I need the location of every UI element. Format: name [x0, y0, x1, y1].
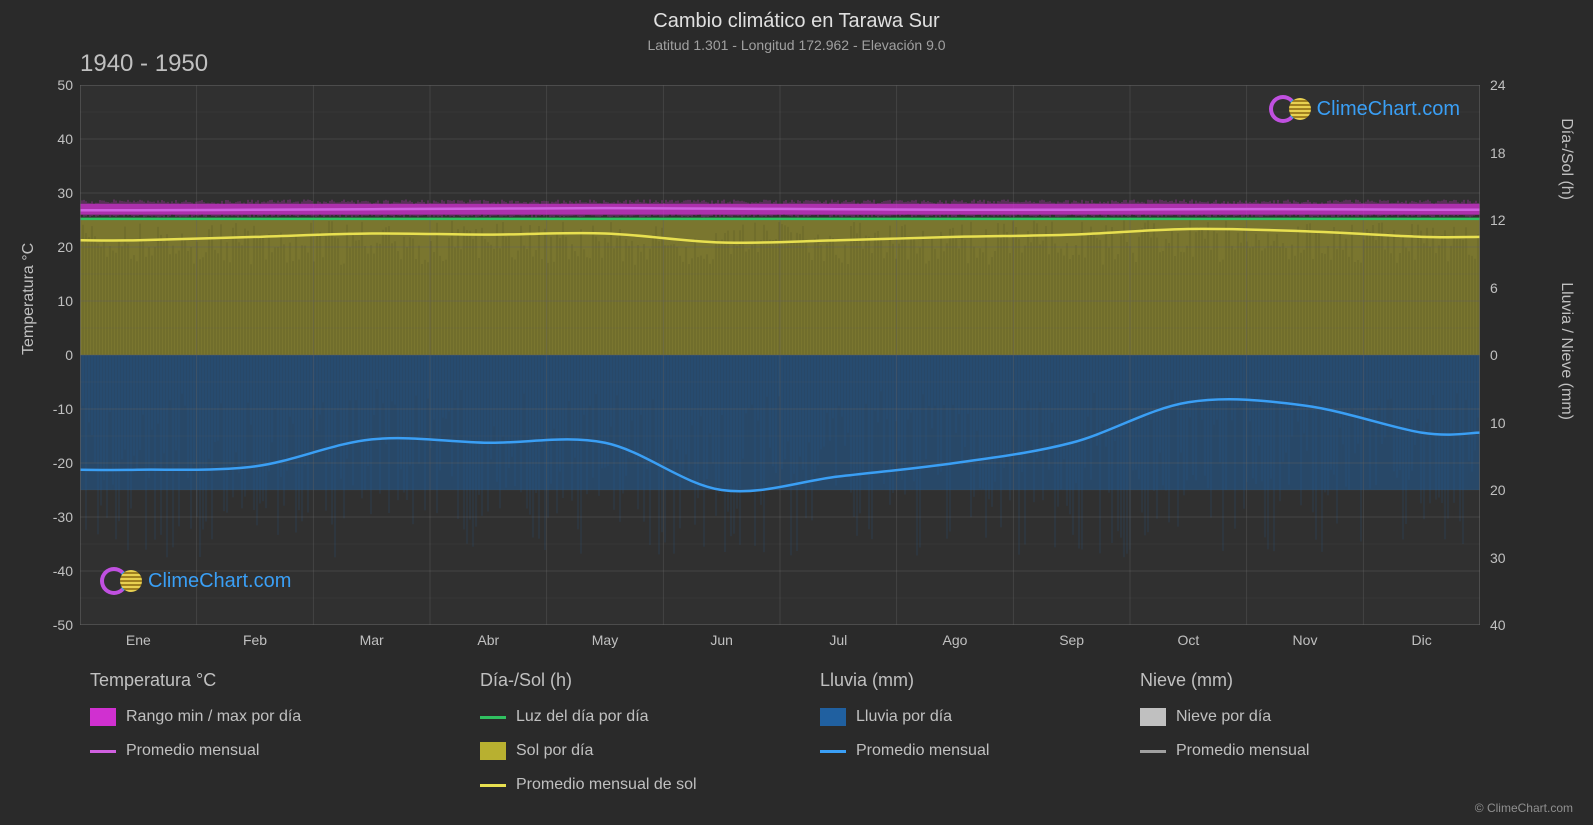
plot-area: ClimeChart.com ClimeChart.com [80, 85, 1480, 625]
xtick-month: Nov [1275, 632, 1335, 648]
ytick-right-rain: 10 [1490, 415, 1540, 431]
legend-item: Promedio mensual de sol [480, 771, 810, 799]
chart-title: Cambio climático en Tarawa Sur [0, 0, 1593, 33]
logo-sun-icon [1289, 98, 1311, 120]
swatch-box-icon [1140, 708, 1166, 726]
swatch-line-icon [90, 750, 116, 753]
xtick-month: Jun [692, 632, 752, 648]
y-axis-right-bottom-label: Lluvia / Nieve (mm) [1557, 282, 1575, 420]
legend-item [90, 771, 470, 799]
legend-label: Promedio mensual [856, 742, 989, 760]
xtick-month: Jul [808, 632, 868, 648]
xtick-month: Ene [108, 632, 168, 648]
ytick-left: 50 [23, 77, 73, 93]
plot-svg [80, 85, 1480, 625]
y-axis-right-top-label: Día-/Sol (h) [1557, 118, 1575, 200]
xtick-month: Ago [925, 632, 985, 648]
legend-label: Nieve por día [1176, 708, 1271, 726]
swatch-line-icon [820, 750, 846, 753]
chart-subtitle: Latitud 1.301 - Longitud 172.962 - Eleva… [0, 33, 1593, 53]
ytick-left: 30 [23, 185, 73, 201]
ytick-left: 20 [23, 239, 73, 255]
ytick-left: -10 [23, 401, 73, 417]
xtick-month: May [575, 632, 635, 648]
legend-label: Promedio mensual de sol [516, 776, 697, 794]
swatch-box-icon [90, 708, 116, 726]
xtick-month: Dic [1392, 632, 1452, 648]
ytick-right-sun: 0 [1490, 347, 1540, 363]
legend-item: Lluvia por día [820, 703, 1130, 731]
legend-label: Sol por día [516, 742, 593, 760]
xtick-month: Oct [1158, 632, 1218, 648]
watermark-text: ClimeChart.com [148, 570, 291, 593]
swatch-line-icon [480, 716, 506, 719]
legend-header: Nieve (mm) [1140, 670, 1420, 697]
legend-item [820, 771, 1130, 799]
chart-container: Cambio climático en Tarawa Sur Latitud 1… [0, 0, 1593, 825]
ytick-left: 10 [23, 293, 73, 309]
legend-item: Luz del día por día [480, 703, 810, 731]
watermark-bottom: ClimeChart.com [100, 567, 291, 595]
legend-label: Lluvia por día [856, 708, 952, 726]
logo-sun-icon [120, 570, 142, 592]
copyright: © ClimeChart.com [1475, 801, 1573, 815]
ytick-right-sun: 12 [1490, 212, 1540, 228]
ytick-right-rain: 40 [1490, 617, 1540, 633]
ytick-left: -30 [23, 509, 73, 525]
xtick-month: Feb [225, 632, 285, 648]
legend-item: Promedio mensual [1140, 737, 1420, 765]
watermark-top: ClimeChart.com [1269, 95, 1460, 123]
watermark-text: ClimeChart.com [1317, 98, 1460, 121]
xtick-month: Sep [1042, 632, 1102, 648]
ytick-right-sun: 24 [1490, 77, 1540, 93]
ytick-left: 0 [23, 347, 73, 363]
legend-label: Promedio mensual [126, 742, 259, 760]
swatch-box-icon [480, 742, 506, 760]
legend-item: Promedio mensual [820, 737, 1130, 765]
ytick-left: -20 [23, 455, 73, 471]
ytick-right-sun: 6 [1490, 280, 1540, 296]
legend-item: Sol por día [480, 737, 810, 765]
xtick-month: Mar [342, 632, 402, 648]
legend-item: Promedio mensual [90, 737, 470, 765]
ytick-right-rain: 30 [1490, 550, 1540, 566]
ytick-left: 40 [23, 131, 73, 147]
legend-label: Rango min / max por día [126, 708, 301, 726]
legend-label: Promedio mensual [1176, 742, 1309, 760]
xtick-month: Abr [458, 632, 518, 648]
ytick-right-rain: 20 [1490, 482, 1540, 498]
period-label: 1940 - 1950 [80, 50, 208, 78]
ytick-right-sun: 18 [1490, 145, 1540, 161]
swatch-line-icon [480, 784, 506, 787]
legend-item: Rango min / max por día [90, 703, 470, 731]
legend: Temperatura °C Día-/Sol (h) Lluvia (mm) Nie… [90, 670, 1490, 799]
legend-header: Lluvia (mm) [820, 670, 1130, 697]
legend-item [1140, 771, 1420, 799]
swatch-line-icon [1140, 750, 1166, 753]
legend-label: Luz del día por día [516, 708, 649, 726]
legend-item: Nieve por día [1140, 703, 1420, 731]
ytick-left: -40 [23, 563, 73, 579]
ytick-left: -50 [23, 617, 73, 633]
swatch-box-icon [820, 708, 846, 726]
legend-header: Temperatura °C [90, 670, 470, 697]
legend-header: Día-/Sol (h) [480, 670, 810, 697]
